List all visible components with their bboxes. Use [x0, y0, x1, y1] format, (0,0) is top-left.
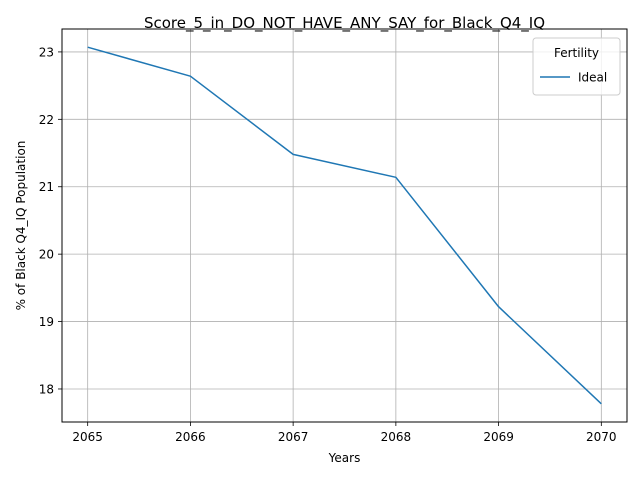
- chart-title: Score_5_in_DO_NOT_HAVE_ANY_SAY_for_Black…: [144, 14, 545, 33]
- x-tick-label: 2065: [72, 430, 103, 444]
- legend-label-ideal: Ideal: [578, 71, 607, 85]
- legend: Fertility Ideal: [533, 38, 620, 95]
- x-tick-label: 2068: [381, 430, 412, 444]
- y-tick-label: 18: [39, 382, 54, 396]
- y-tick-label: 21: [39, 180, 54, 194]
- x-tick-label: 2066: [175, 430, 206, 444]
- y-tick-label: 20: [39, 248, 54, 262]
- y-tick-label: 19: [39, 315, 54, 329]
- x-tick-label: 2067: [278, 430, 309, 444]
- y-axis-label: % of Black Q4_IQ Population: [14, 141, 28, 311]
- legend-title: Fertility: [554, 46, 599, 60]
- x-tick-label: 2070: [586, 430, 617, 444]
- x-axis-label: Years: [328, 451, 361, 465]
- y-tick-label: 23: [39, 45, 54, 59]
- x-tick-label: 2069: [483, 430, 514, 444]
- y-tick-label: 22: [39, 113, 54, 127]
